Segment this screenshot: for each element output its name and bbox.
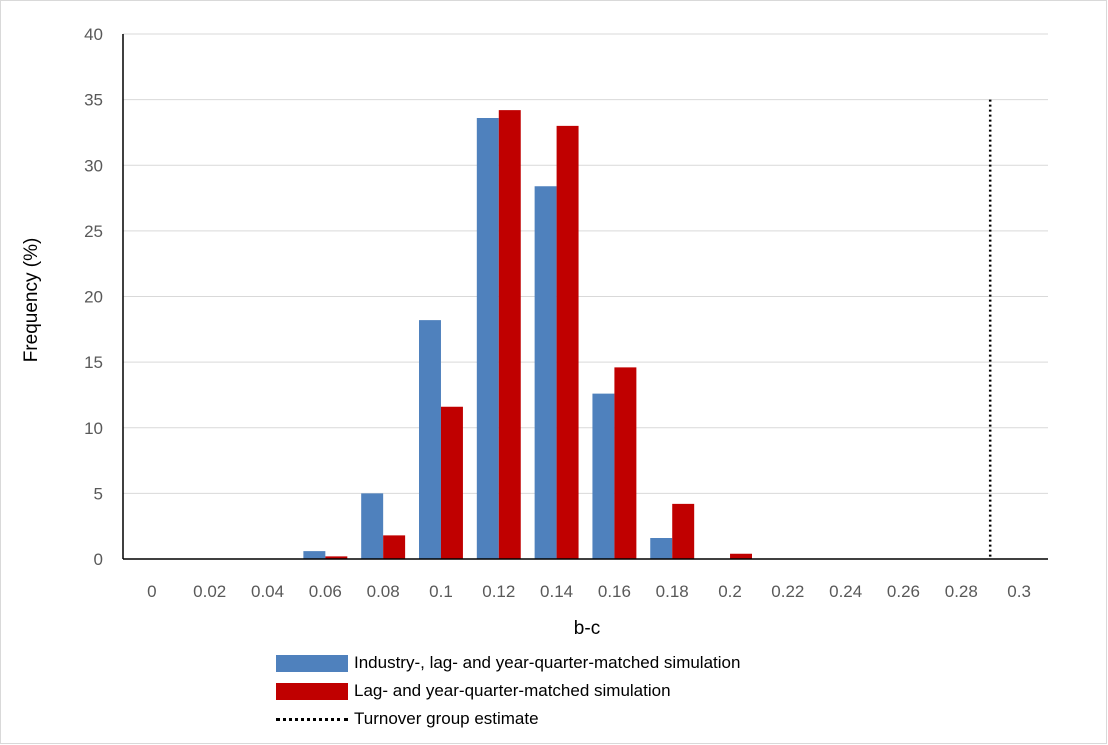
- x-tick-label: 0.02: [193, 582, 226, 601]
- bar-series-2: [672, 503, 695, 559]
- legend-label-series-2: Lag- and year-quarter-matched simulation: [354, 681, 671, 700]
- legend: Industry-, lag- and year-quarter-matched…: [276, 649, 740, 733]
- x-axis-title: b-c: [574, 618, 600, 639]
- legend-swatch-reference: [276, 717, 348, 721]
- legend-item-series-2: Lag- and year-quarter-matched simulation: [276, 677, 740, 705]
- bar-series-2: [498, 110, 521, 559]
- x-tick-label: 0.06: [309, 582, 342, 601]
- tick-labels: 0 5 10 15 20 25 30 35 40 0 0.02 0.04 0.06 0.08 0.1 0.12…: [84, 25, 1031, 601]
- y-axis-title: Frequency (%): [21, 238, 42, 363]
- y-tick-label: 0: [94, 550, 103, 569]
- legend-item-reference: Turnover group estimate: [276, 705, 740, 733]
- y-tick-label: 20: [84, 288, 103, 307]
- bar-series-2: [730, 553, 752, 559]
- gridlines: [123, 33, 1048, 494]
- bar-series-1: [303, 551, 326, 559]
- legend-item-series-1: Industry-, lag- and year-quarter-matched…: [276, 649, 740, 677]
- y-tick-label: 5: [94, 484, 103, 503]
- x-tick-label: 0: [147, 582, 156, 601]
- x-tick-label: 0.1: [429, 582, 453, 601]
- bar-series-1: [534, 186, 557, 559]
- x-tick-label: 0.22: [771, 582, 804, 601]
- x-tick-label: 0.26: [887, 582, 920, 601]
- x-tick-label: 0.14: [540, 582, 573, 601]
- x-tick-label: 0.18: [656, 582, 689, 601]
- legend-swatch-series-2: [276, 682, 348, 700]
- y-tick-label: 30: [84, 156, 103, 175]
- legend-swatch-series-1: [276, 654, 348, 672]
- bar-series-1: [592, 393, 615, 559]
- bar-series-1: [476, 118, 499, 559]
- y-tick-label: 15: [84, 353, 103, 372]
- y-tick-label: 10: [84, 419, 103, 438]
- bar-series-2: [556, 125, 579, 559]
- axes: [122, 34, 1048, 560]
- x-tick-label: 0.2: [718, 582, 742, 601]
- legend-label-series-1: Industry-, lag- and year-quarter-matched…: [354, 653, 741, 672]
- bar-series-2: [383, 535, 406, 559]
- bar-series-2: [614, 367, 637, 559]
- legend-label-reference: Turnover group estimate: [354, 709, 539, 728]
- y-tick-label: 40: [84, 25, 103, 44]
- x-tick-label: 0.24: [829, 582, 862, 601]
- x-tick-label: 0.08: [367, 582, 400, 601]
- bar-series-1: [419, 320, 441, 559]
- bar-series-2: [325, 556, 348, 559]
- x-tick-label: 0.28: [945, 582, 978, 601]
- y-tick-label: 25: [84, 222, 103, 241]
- bar-series-1: [650, 538, 673, 559]
- x-tick-label: 0.3: [1007, 582, 1031, 601]
- x-tick-label: 0.16: [598, 582, 631, 601]
- bars: [303, 110, 752, 559]
- bar-series-1: [361, 493, 384, 559]
- x-tick-label: 0.04: [251, 582, 284, 601]
- bar-series-2: [440, 406, 463, 559]
- x-tick-label: 0.12: [482, 582, 515, 601]
- y-tick-label: 35: [84, 91, 103, 110]
